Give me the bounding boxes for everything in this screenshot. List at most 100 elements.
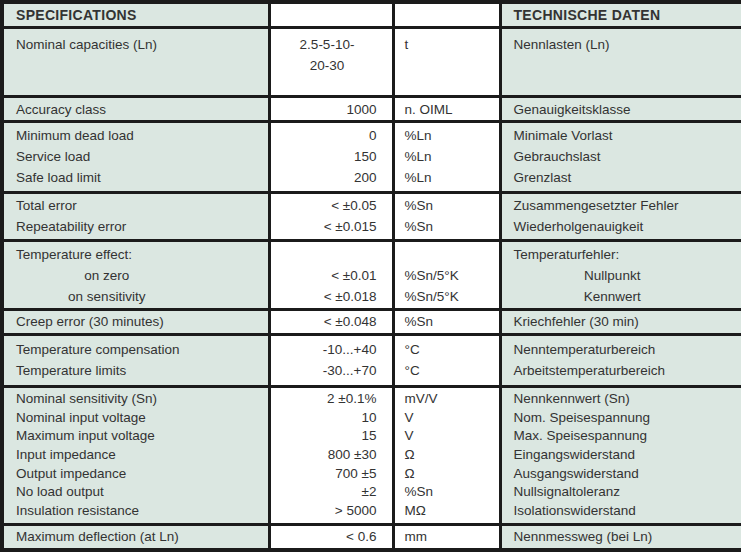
spec-label-en-cell: Nominal capacities (Ln) — [2, 27, 269, 97]
spec-value: 2.5-5-10- — [271, 34, 384, 55]
table-row-group: Creep error (30 minutes)< ±0.048%SnKriec… — [2, 309, 741, 334]
spec-label-de: Grenzlast — [514, 167, 741, 188]
spec-value: 20-30 — [271, 55, 384, 76]
spec-unit: °C — [405, 360, 499, 381]
spec-label-de: Nullpunkt — [514, 265, 712, 286]
spec-value: < ±0.015 — [271, 216, 377, 237]
spec-unit: V — [405, 427, 499, 446]
spec-value: < ±0.018 — [271, 286, 377, 307]
spec-label-en: on sensitivity — [16, 286, 198, 307]
spec-label-de: Kriechfehler (30 min) — [514, 311, 741, 332]
spec-label-en: Accuracy class — [16, 99, 268, 120]
spec-label-de: Ausgangswiderstand — [514, 465, 741, 484]
spec-label-de: Wiederholgenauigkeit — [514, 216, 741, 237]
spec-value: 0 — [271, 125, 377, 146]
spec-value-cell: 0150200 — [269, 121, 393, 192]
spec-label-de: Nennlasten (Ln) — [514, 34, 741, 55]
spec-label-de: Nennkennwert (Sn) — [514, 390, 741, 409]
spec-label-de-cell: Zusammengesetzter FehlerWiederholgenauig… — [500, 192, 741, 241]
spec-value-cell: 2 ±0.1%1015800 ±30700 ±5±2> 5000 — [269, 386, 393, 524]
spec-unit: n. OIML — [405, 99, 499, 120]
spec-unit: %Sn — [405, 216, 499, 237]
spec-label-de: Kennwert — [514, 286, 712, 307]
spec-value-cell: 2.5-5-10-20-30 — [269, 27, 393, 97]
spec-value-cell: < ±0.05< ±0.015 — [269, 192, 393, 241]
technische-daten-header: TECHNISCHE DATEN — [500, 2, 741, 27]
unit-column-header — [393, 2, 500, 27]
spec-unit: Ω — [405, 446, 499, 465]
spec-label-en-cell: Nominal sensitivity (Sn)Nominal input vo… — [2, 386, 269, 524]
spec-label-en-cell: Accuracy class — [2, 97, 269, 122]
specifications-header: SPECIFICATIONS — [2, 2, 269, 27]
table-row-group: Minimum dead loadService loadSafe load l… — [2, 121, 741, 192]
spec-label-de-cell: Temperaturfehler:NullpunktKennwert — [500, 241, 741, 310]
spec-label-en: Nominal input voltage — [16, 409, 268, 428]
spec-label-de: Eingangswiderstand — [514, 446, 741, 465]
spec-label-de: Minimale Vorlast — [514, 125, 741, 146]
spec-label-en: Nominal capacities (Ln) — [16, 34, 268, 55]
spec-label-de-cell: Nennmessweg (bei Ln) — [500, 524, 741, 550]
spec-unit: %Ln — [405, 146, 499, 167]
spec-label-de-cell: Kriechfehler (30 min) — [500, 309, 741, 334]
spec-label-en: Safe load limit — [16, 167, 268, 188]
spec-value: -30...+70 — [271, 360, 377, 381]
spec-label-en: No load output — [16, 483, 268, 502]
spec-unit: %Sn — [405, 311, 499, 332]
spec-label-de: Arbeitstemperaturbereich — [514, 360, 741, 381]
spec-label-de-cell: NenntemperaturbereichArbeitstemperaturbe… — [500, 334, 741, 386]
table-row-group: Nominal capacities (Ln) 2.5-5-10-20-30t … — [2, 27, 741, 97]
spec-value-cell: 1000 — [269, 97, 393, 122]
spec-label-en: Maximum input voltage — [16, 427, 268, 446]
spec-label-de: Nom. Speisespannung — [514, 409, 741, 428]
table-row-group: Temperature compensationTemperature limi… — [2, 334, 741, 386]
spec-label-de: Isolationswiderstand — [514, 502, 741, 521]
spec-label-en: Nominal sensitivity (Sn) — [16, 390, 268, 409]
spec-label-en: Service load — [16, 146, 268, 167]
spec-value: 800 ±30 — [271, 446, 377, 465]
spec-label-de — [514, 55, 741, 76]
spec-unit: V — [405, 409, 499, 428]
spec-value-cell: < 0.6 — [269, 524, 393, 550]
spec-label-en-cell: Total errorRepeatability error — [2, 192, 269, 241]
table-row-group: Nominal sensitivity (Sn)Nominal input vo… — [2, 386, 741, 524]
spec-value: 2 ±0.1% — [271, 390, 377, 409]
spec-unit: %Ln — [405, 167, 499, 188]
spec-unit: %Ln — [405, 125, 499, 146]
spec-value: -10...+40 — [271, 339, 377, 360]
spec-unit: %Sn — [405, 483, 499, 502]
spec-label-de-cell: Genauigkeitsklasse — [500, 97, 741, 122]
spec-label-de: Nullsignaltoleranz — [514, 483, 741, 502]
spec-value: < ±0.048 — [271, 311, 377, 332]
spec-label-en: Total error — [16, 195, 268, 216]
spec-label-en-cell: Temperature compensationTemperature limi… — [2, 334, 269, 386]
spec-value-cell: < ±0.048 — [269, 309, 393, 334]
spec-label-en: Temperature effect: — [16, 244, 268, 265]
spec-table: SPECIFICATIONS TECHNISCHE DATEN Nominal … — [0, 0, 741, 552]
spec-label-de-cell: Minimale VorlastGebrauchslastGrenzlast — [500, 121, 741, 192]
spec-value: < 0.6 — [271, 526, 377, 547]
table-row-group: Maximum deflection (at Ln)< 0.6mmNennmes… — [2, 524, 741, 550]
spec-value: < ±0.05 — [271, 195, 377, 216]
spec-label-en — [16, 55, 268, 76]
spec-label-de-cell: Nennkennwert (Sn)Nom. SpeisespannungMax.… — [500, 386, 741, 524]
spec-unit-cell: t — [393, 27, 500, 97]
table-row-group: Temperature effect:on zeroon sensitivity… — [2, 241, 741, 310]
spec-label-de: Genauigkeitsklasse — [514, 99, 741, 120]
spec-label-en: on zero — [16, 265, 198, 286]
spec-label-de: Temperaturfehler: — [514, 244, 741, 265]
spec-unit-cell: mV/VVVΩΩ%SnMΩ — [393, 386, 500, 524]
spec-unit-cell: %Sn/5°K%Sn/5°K — [393, 241, 500, 310]
spec-unit-cell: n. OIML — [393, 97, 500, 122]
spec-unit-cell: mm — [393, 524, 500, 550]
spec-unit: °C — [405, 339, 499, 360]
spec-label-de: Max. Speisespannung — [514, 427, 741, 446]
table-header-row: SPECIFICATIONS TECHNISCHE DATEN — [2, 2, 741, 27]
table-row-group: Accuracy class1000 n. OIML Genauigkeitskla… — [2, 97, 741, 122]
datasheet-page: SPECIFICATIONS TECHNISCHE DATEN Nominal … — [0, 0, 741, 552]
spec-label-en: Temperature limits — [16, 360, 268, 381]
spec-label-de: Zusammengesetzter Fehler — [514, 195, 741, 216]
spec-unit-cell: °C°C — [393, 334, 500, 386]
spec-label-en: Input impedance — [16, 446, 268, 465]
spec-unit: mV/V — [405, 390, 499, 409]
spec-unit: Ω — [405, 465, 499, 484]
